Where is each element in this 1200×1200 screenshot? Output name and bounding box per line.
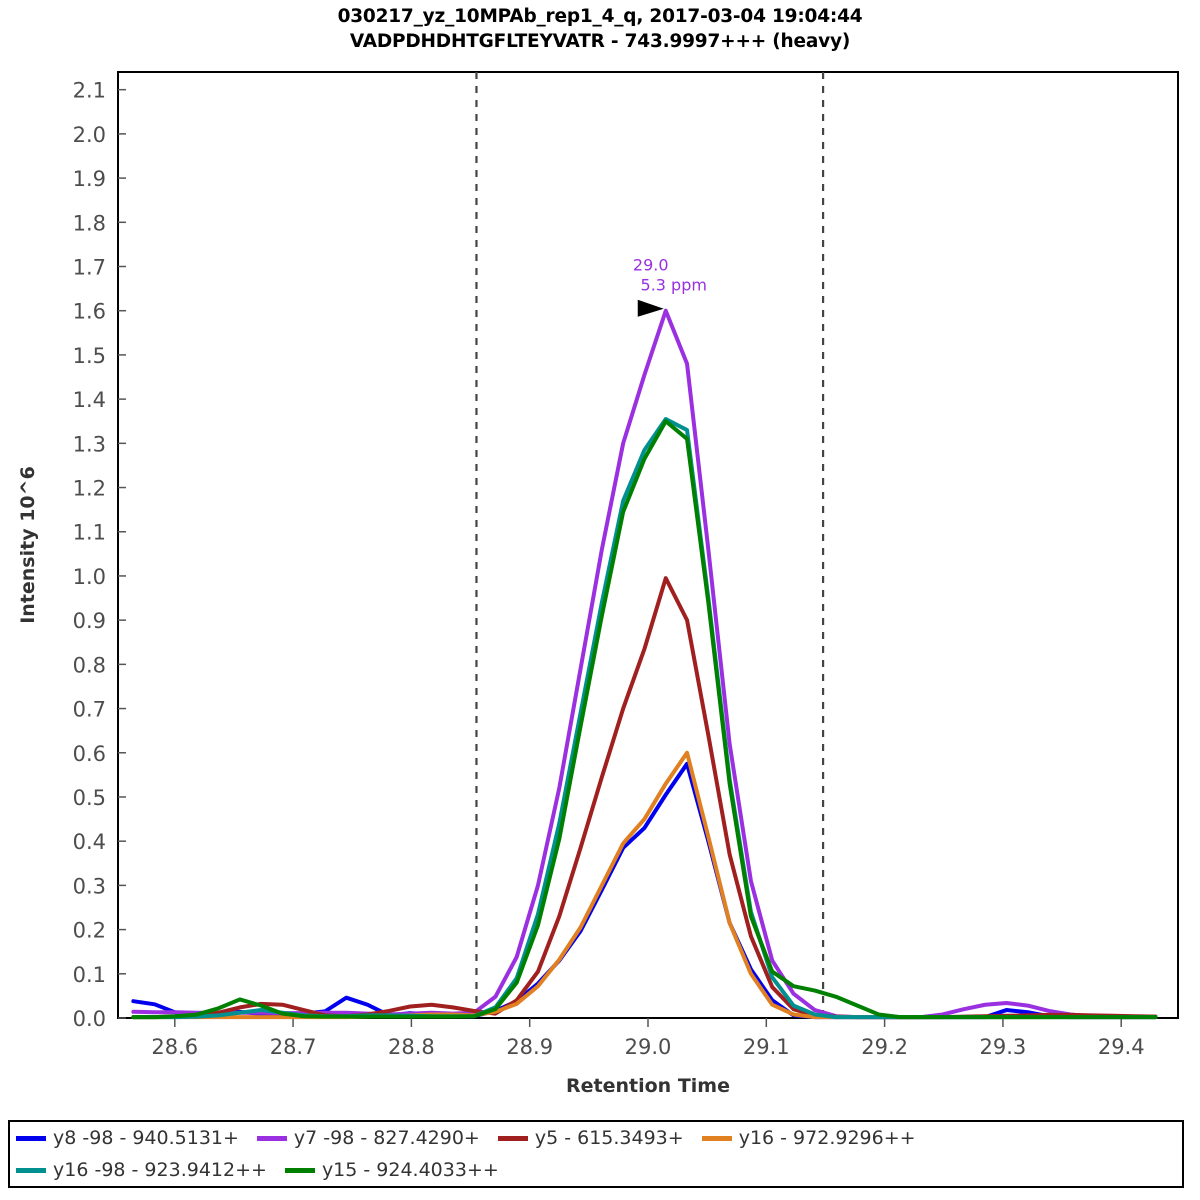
y-axis-tick-label: 1.3 xyxy=(73,432,106,456)
legend-item-label: y5 - 615.3493+ xyxy=(534,1127,684,1149)
x-axis-tick-label: 29.2 xyxy=(861,1035,908,1059)
chromatogram-svg[interactable]: 0.0 0.1 0.2 0.3 0.4 0.5 0.6 0.7 0.8 0.9 1.0 1.1 1.2 1… xyxy=(0,0,1200,1110)
y-axis-tick-label: 0.5 xyxy=(73,786,106,810)
y-axis-tick-label: 0.0 xyxy=(73,1007,106,1031)
y-axis-tick-label: 0.9 xyxy=(73,609,106,633)
legend-item-label: y15 - 924.4033++ xyxy=(321,1159,499,1181)
legend-item[interactable]: y8 -98 - 940.5131+ xyxy=(16,1127,239,1149)
legend-row-1: y8 -98 - 940.5131+ y7 -98 - 827.4290+ y5 -… xyxy=(10,1122,1182,1154)
x-axis-tick-label: 29.4 xyxy=(1098,1035,1145,1059)
chart-title: 030217_yz_10MPAb_rep1_4_q, 2017-03-04 19… xyxy=(0,4,1200,54)
y-axis-tick-label: 0.3 xyxy=(73,874,106,898)
legend-color-swatch xyxy=(284,1167,315,1173)
y-axis-tick-label: 1.7 xyxy=(73,256,106,280)
legend-color-swatch xyxy=(701,1135,732,1141)
y-axis-tick-label: 1.5 xyxy=(73,344,106,368)
legend-item[interactable]: y5 - 615.3493+ xyxy=(497,1127,684,1149)
y-axis-tick-label: 1.4 xyxy=(73,388,106,412)
y-axis-tick-label: 1.2 xyxy=(73,477,106,501)
x-axis-tick-label: 29.0 xyxy=(625,1035,672,1059)
y-axis-tick-label: 1.0 xyxy=(73,565,106,589)
legend-item[interactable]: y15 - 924.4033++ xyxy=(284,1159,499,1181)
y-axis-tick-label: 1.1 xyxy=(73,521,106,545)
y-axis-tick-label: 1.8 xyxy=(73,211,106,235)
legend-color-swatch xyxy=(497,1135,528,1141)
legend-row-2: y16 -98 - 923.9412++ y15 - 924.4033++ xyxy=(10,1154,1182,1186)
legend-item[interactable]: y16 -98 - 923.9412++ xyxy=(16,1159,267,1181)
y-axis-tick-label: 1.6 xyxy=(73,300,106,324)
plot-area[interactable]: 0.0 0.1 0.2 0.3 0.4 0.5 0.6 0.7 0.8 0.9 1.0 1.1 1.2 1… xyxy=(0,0,1200,1110)
y-axis-tick-label: 0.7 xyxy=(73,698,106,722)
legend-item-label: y16 -98 - 923.9412++ xyxy=(53,1159,267,1181)
chart-legend: y8 -98 - 940.5131+ y7 -98 - 827.4290+ y5 -… xyxy=(8,1120,1184,1188)
series-line[interactable] xyxy=(131,308,1158,1020)
y-axis-tick-label: 0.8 xyxy=(73,653,106,677)
annotation-mass-error: 5.3 ppm xyxy=(641,276,707,295)
chart-title-line-1: 030217_yz_10MPAb_rep1_4_q, 2017-03-04 19… xyxy=(337,6,863,27)
plot-frame xyxy=(117,71,1179,1019)
y-axis-tick-label: 0.2 xyxy=(73,919,106,943)
y-axis-tick-label: 0.4 xyxy=(73,830,106,854)
x-axis-tick-label: 29.3 xyxy=(980,1035,1027,1059)
x-axis-tick-label: 29.1 xyxy=(743,1035,790,1059)
legend-item-label: y8 -98 - 940.5131+ xyxy=(53,1127,239,1149)
chart-title-line-2: VADPDHDHTGFLTEYVATR - 743.9997+++ (heavy… xyxy=(349,31,851,52)
series-line[interactable] xyxy=(131,419,1158,1020)
y-axis-title: Intensity 10^6 xyxy=(17,466,39,624)
legend-color-swatch xyxy=(16,1135,46,1141)
x-axis-tick-label: 28.8 xyxy=(388,1035,435,1059)
legend-item[interactable]: y16 - 972.9296++ xyxy=(701,1127,916,1149)
legend-color-swatch xyxy=(16,1167,46,1173)
x-axis-tick-label: 28.7 xyxy=(270,1035,317,1059)
y-axis-tick-label: 0.6 xyxy=(73,742,106,766)
x-axis-tick-label: 28.9 xyxy=(506,1035,553,1059)
apex-pointer-icon xyxy=(637,299,664,317)
legend-item-label: y7 -98 - 827.4290+ xyxy=(293,1127,480,1149)
annotation-retention-time: 29.0 xyxy=(633,256,669,275)
x-axis-tick-label: 28.6 xyxy=(151,1035,198,1059)
y-axis-tick-label: 0.1 xyxy=(73,963,106,987)
legend-item[interactable]: y7 -98 - 827.4290+ xyxy=(256,1127,480,1149)
y-axis-tick-label: 2.0 xyxy=(73,123,106,147)
y-axis-tick-label: 2.1 xyxy=(73,79,106,103)
x-axis-title: Retention Time xyxy=(566,1075,730,1097)
legend-item-label: y16 - 972.9296++ xyxy=(738,1127,916,1149)
y-axis-tick-label: 1.9 xyxy=(73,167,106,191)
legend-color-swatch xyxy=(256,1135,287,1141)
